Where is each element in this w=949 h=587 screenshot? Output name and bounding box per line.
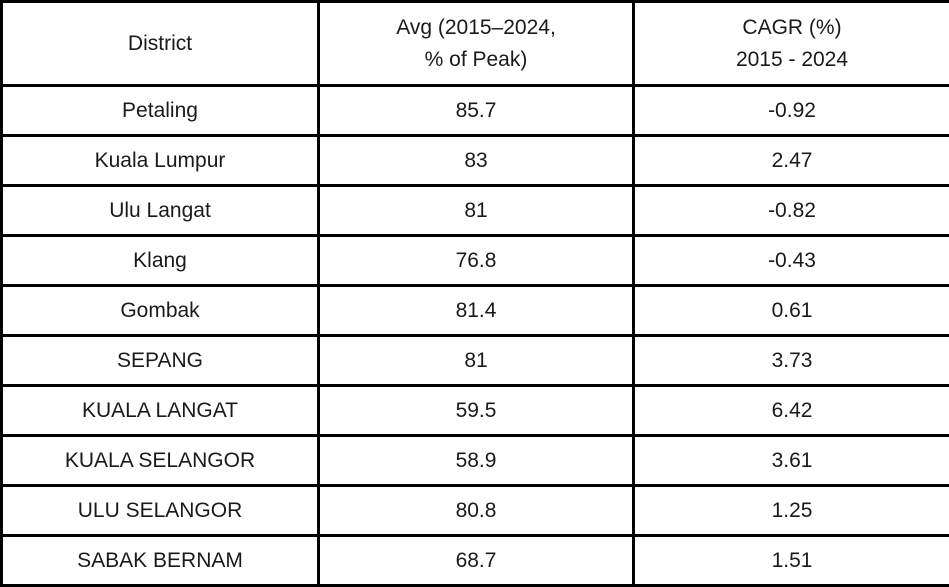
table-row: Petaling 85.7 -0.92 — [2, 86, 949, 136]
cell-cagr: -0.92 — [634, 86, 949, 136]
cell-district: KUALA LANGAT — [2, 386, 319, 436]
table-row: Gombak 81.4 0.61 — [2, 286, 949, 336]
cell-avg: 76.8 — [319, 236, 634, 286]
cell-cagr: 0.61 — [634, 286, 949, 336]
table-row: SABAK BERNAM 68.7 1.51 — [2, 536, 949, 586]
header-row: District Avg (2015–2024, % of Peak) CAGR… — [2, 2, 949, 86]
cell-district: SEPANG — [2, 336, 319, 386]
cell-avg: 81 — [319, 336, 634, 386]
cell-cagr: -0.82 — [634, 186, 949, 236]
cell-avg: 81.4 — [319, 286, 634, 336]
table-row: ULU SELANGOR 80.8 1.25 — [2, 486, 949, 536]
cell-district: Ulu Langat — [2, 186, 319, 236]
table-row: Kuala Lumpur 83 2.47 — [2, 136, 949, 186]
cell-cagr: 6.42 — [634, 386, 949, 436]
column-header-cagr: CAGR (%) 2015 - 2024 — [634, 2, 949, 86]
cell-cagr: 3.73 — [634, 336, 949, 386]
table-row: SEPANG 81 3.73 — [2, 336, 949, 386]
cell-district: KUALA SELANGOR — [2, 436, 319, 486]
table-row: Ulu Langat 81 -0.82 — [2, 186, 949, 236]
cell-avg: 81 — [319, 186, 634, 236]
cell-district: ULU SELANGOR — [2, 486, 319, 536]
table-header: District Avg (2015–2024, % of Peak) CAGR… — [2, 2, 949, 86]
cell-district: Klang — [2, 236, 319, 286]
cell-district: SABAK BERNAM — [2, 536, 319, 586]
table-row: KUALA LANGAT 59.5 6.42 — [2, 386, 949, 436]
cell-cagr: 1.25 — [634, 486, 949, 536]
cell-cagr: 3.61 — [634, 436, 949, 486]
cell-cagr: -0.43 — [634, 236, 949, 286]
column-header-avg: Avg (2015–2024, % of Peak) — [319, 2, 634, 86]
table-body: Petaling 85.7 -0.92 Kuala Lumpur 83 2.47… — [2, 86, 949, 586]
table-row: Klang 76.8 -0.43 — [2, 236, 949, 286]
cell-district: Petaling — [2, 86, 319, 136]
cell-avg: 85.7 — [319, 86, 634, 136]
column-header-district: District — [2, 2, 319, 86]
cell-avg: 58.9 — [319, 436, 634, 486]
cell-avg: 80.8 — [319, 486, 634, 536]
cell-cagr: 2.47 — [634, 136, 949, 186]
cell-avg: 68.7 — [319, 536, 634, 586]
cell-avg: 59.5 — [319, 386, 634, 436]
cell-district: Kuala Lumpur — [2, 136, 319, 186]
cell-avg: 83 — [319, 136, 634, 186]
cell-cagr: 1.51 — [634, 536, 949, 586]
table-row: KUALA SELANGOR 58.9 3.61 — [2, 436, 949, 486]
cell-district: Gombak — [2, 286, 319, 336]
